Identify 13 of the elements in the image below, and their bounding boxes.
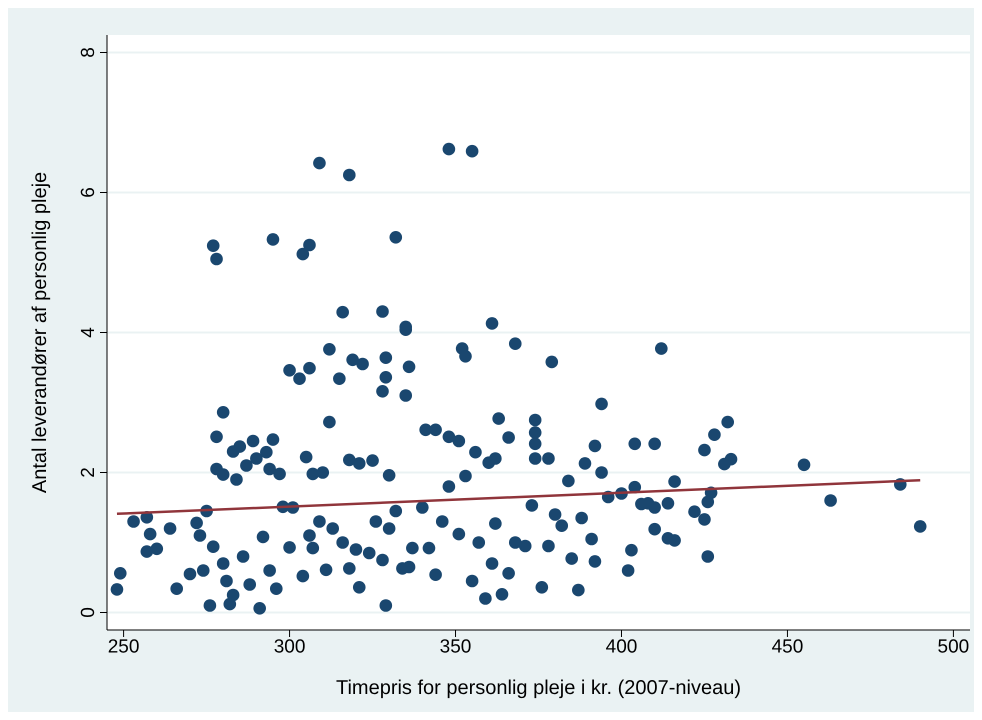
x-tick-label: 450 [772, 636, 804, 658]
x-tick-label: 400 [606, 636, 638, 658]
x-tick-label: 300 [274, 636, 306, 658]
x-tick-label: 350 [440, 636, 472, 658]
x-axis-title: Timepris for personlig pleje i kr. (2007-niveau) [336, 677, 741, 699]
y-tick-label: 6 [78, 187, 99, 198]
y-tick-label: 4 [78, 326, 99, 338]
y-tick-label: 0 [78, 607, 99, 618]
y-tick-label: 8 [78, 47, 99, 58]
y-tick-label: 2 [78, 467, 99, 478]
y-axis-title: Antal leverandører af personlig pleje [29, 172, 52, 494]
x-tick-label: 250 [108, 636, 140, 658]
x-tick-label: 500 [938, 636, 970, 658]
